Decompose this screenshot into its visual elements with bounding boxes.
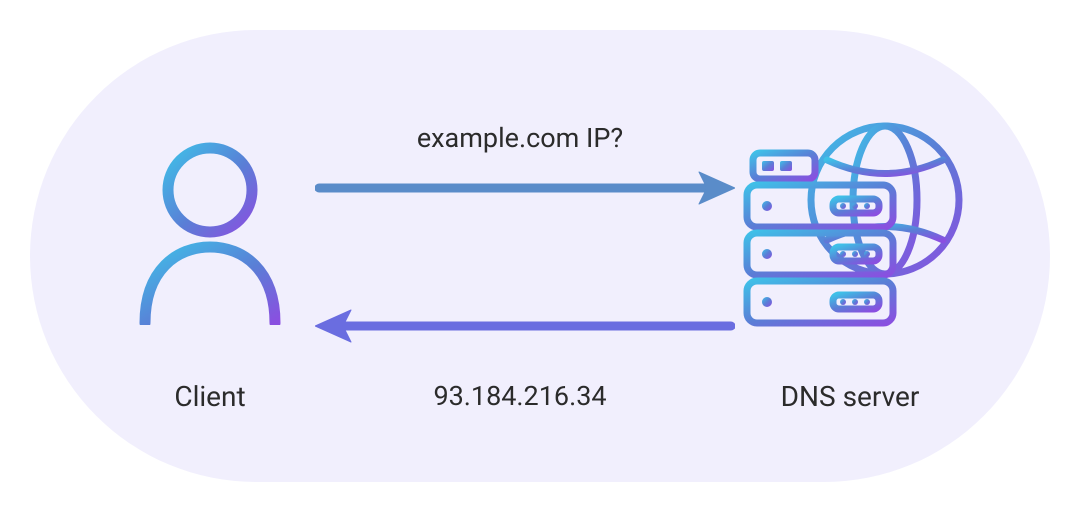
client-label: Client	[110, 380, 310, 413]
diagram-stage: Client DNS server example.com IP? 93.184…	[0, 0, 1080, 512]
client-icon	[135, 135, 285, 325]
dns-server-label: DNS server	[735, 380, 965, 413]
request-arrow-icon	[315, 168, 735, 208]
response-arrow-icon	[315, 306, 735, 346]
dns-server-icon	[735, 115, 965, 345]
request-text: example.com IP?	[330, 122, 710, 154]
response-text: 93.184.216.34	[330, 380, 710, 412]
